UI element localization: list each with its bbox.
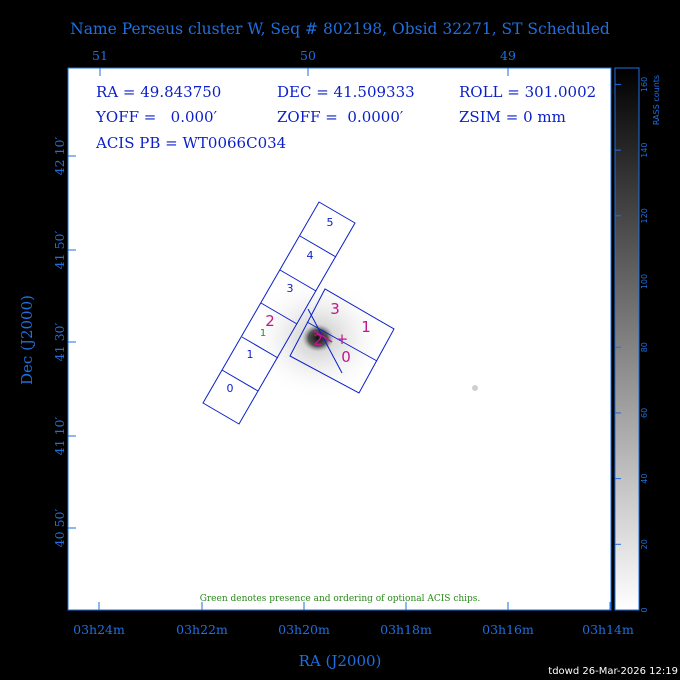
colorbar-tick-label: 40 xyxy=(640,474,649,484)
chip-label-i2: 2 xyxy=(313,331,323,349)
x-tick-label: 03h16m xyxy=(482,622,534,637)
x-tick-label: 03h20m xyxy=(278,622,330,637)
y-tick-label: 41 10′ xyxy=(52,417,67,456)
colorbar-frame xyxy=(614,67,640,611)
acis-s-array xyxy=(202,201,356,425)
colorbar-label: RASS counts xyxy=(652,75,661,125)
bottom-axis: 03h24m 03h22m 03h20m 03h18m 03h16m 03h14… xyxy=(73,602,634,637)
acis-pb-value: ACIS PB = WT0066C034 xyxy=(95,134,286,152)
plot-frame xyxy=(67,67,612,611)
top-tick-label: 51 xyxy=(92,48,108,63)
top-tick-label: 50 xyxy=(300,48,316,63)
x-axis-label: RA (J2000) xyxy=(299,652,382,670)
y-axis-label: Dec (J2000) xyxy=(18,295,36,385)
colorbar-tick-label: 160 xyxy=(640,77,649,92)
zsim-value: ZSIM = 0 mm xyxy=(459,108,566,126)
colorbar-tick-label: 120 xyxy=(640,208,649,223)
acis-i-array xyxy=(289,288,395,394)
y-tick-label: 40 50′ xyxy=(52,509,67,548)
observation-info: RA = 49.843750 DEC = 41.509333 ROLL = 30… xyxy=(95,83,596,152)
cluster-core xyxy=(302,324,334,352)
colorbar-tick-label: 140 xyxy=(640,142,649,157)
colorbar-tick-label: 0 xyxy=(640,607,649,612)
chip-label-s2: 2 xyxy=(265,312,275,330)
optional-chips-note: Green denotes presence and ordering of o… xyxy=(200,594,481,604)
chip-label-i1: 1 xyxy=(361,318,371,336)
x-tick-label: 03h24m xyxy=(73,622,125,637)
yoff-value: YOFF = 0.000′ xyxy=(95,108,218,126)
faint-source xyxy=(472,385,478,391)
x-tick-label: 03h14m xyxy=(582,622,634,637)
top-axis: 51 50 49 xyxy=(92,48,516,76)
x-tick-label: 03h22m xyxy=(176,622,228,637)
ra-value: RA = 49.843750 xyxy=(96,83,221,101)
x-tick-label: 03h18m xyxy=(380,622,432,637)
colorbar-gradient xyxy=(615,68,639,610)
footer-timestamp: tdowd 26-Mar-2026 12:19 xyxy=(548,666,678,677)
chip-label-i3: 3 xyxy=(330,300,340,318)
colorbar-tick-label: 100 xyxy=(640,274,649,289)
chip-label-s1: 1 xyxy=(247,348,254,361)
colorbar-ticks: 0 20 40 60 80 100 120 140 160 xyxy=(615,77,649,613)
top-tick-label: 49 xyxy=(500,48,516,63)
y-tick-label: 41 30′ xyxy=(52,323,67,362)
colorbar: 0 20 40 60 80 100 120 140 160 RASS counts xyxy=(614,67,661,613)
chip-label-i0: 0 xyxy=(341,348,351,366)
colorbar-tick-label: 20 xyxy=(640,539,649,549)
chip-label-s5: 5 xyxy=(327,216,334,229)
dec-value: DEC = 41.509333 xyxy=(277,83,415,101)
y-tick-label: 41 50′ xyxy=(52,231,67,270)
roll-value: ROLL = 301.0002 xyxy=(459,83,596,101)
colorbar-tick-label: 60 xyxy=(640,408,649,418)
left-axis: 42 10′ 41 50′ 41 30′ 41 10′ 40 50′ xyxy=(52,137,76,548)
y-tick-label: 42 10′ xyxy=(52,137,67,176)
chip-label-optional: 1 xyxy=(260,328,266,339)
chip-label-s0: 0 xyxy=(227,382,234,395)
chart-title: Name Perseus cluster W, Seq # 802198, Ob… xyxy=(70,20,610,38)
colorbar-tick-label: 80 xyxy=(640,342,649,352)
chip-label-s3: 3 xyxy=(287,282,294,295)
zoff-value: ZOFF = 0.0000′ xyxy=(277,108,404,126)
chip-label-s4: 4 xyxy=(307,249,314,262)
aimpoint-marker: + xyxy=(336,330,349,348)
